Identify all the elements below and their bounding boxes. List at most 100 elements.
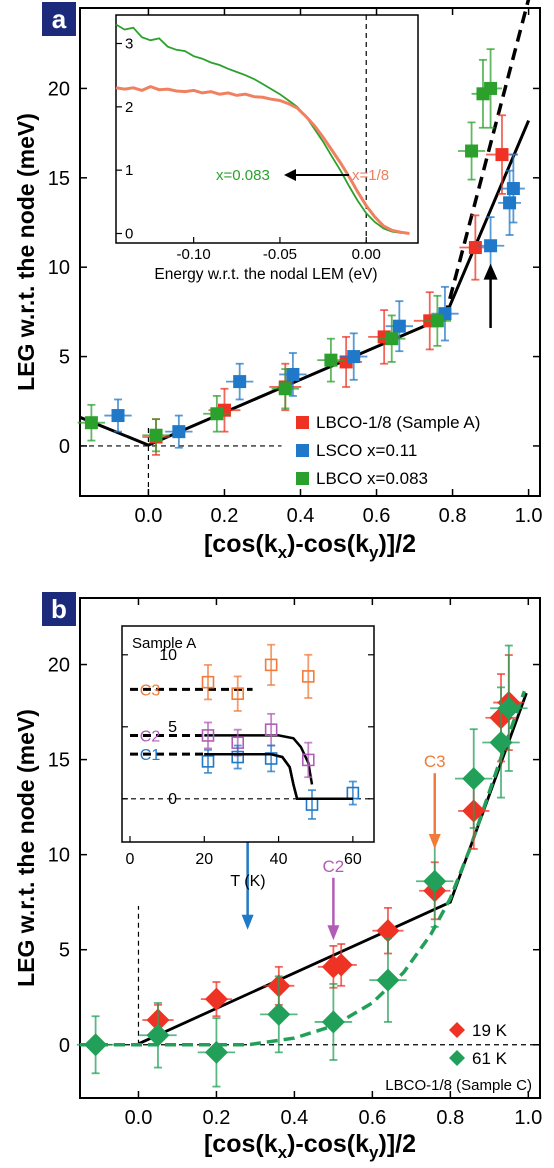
panel-b-legend-label: 19 K <box>472 1021 508 1040</box>
panel-b-series-1-point <box>197 1017 236 1088</box>
panel-a-series-1-marker <box>111 409 125 423</box>
panel-b-series-1-marker <box>146 1023 170 1047</box>
panel-b-inset-series-0-point <box>301 653 315 699</box>
panel-a-ytick-label: 20 <box>48 78 70 100</box>
panel-a-arrow-head <box>483 263 498 280</box>
panel-a-inset-frame <box>115 14 419 244</box>
panel-b-inset-series-0 <box>201 643 315 712</box>
panel-b-series-1-point <box>490 644 528 772</box>
panel-b-ytick-label: 10 <box>48 845 70 867</box>
panel-b-inset-series-1-marker <box>264 723 278 736</box>
panel-b-legend-label: 61 K <box>472 1049 508 1068</box>
panel-b-inset-title: Sample A <box>132 635 196 652</box>
panel-b-inset-series-0-point <box>264 643 278 686</box>
panel-a-inset-curves <box>115 15 410 243</box>
panel-a-label-box <box>42 2 76 36</box>
panel-b-label-box <box>42 592 76 626</box>
panel-b-inset-series-2-marker <box>231 750 245 764</box>
panel-a-series-1-point <box>501 153 525 224</box>
panel-b-series-0-point <box>325 943 357 987</box>
panel-b-inset-xtick-label: 60 <box>344 851 362 868</box>
panel-b-marker-label-c3: C3 <box>424 752 446 771</box>
panel-a-series-2-point <box>457 121 486 181</box>
panel-a-xtick-label: 0.6 <box>363 505 391 527</box>
panel-a-xtick-label: 0.8 <box>439 505 467 527</box>
panel-a-inset-ticks: -0.10 -0.05 0.00 0 1 2 3 <box>116 36 381 263</box>
panel-b-inset-series-1-point <box>201 721 215 750</box>
panel-a-inset-xtick-label: -0.10 <box>177 246 211 263</box>
panel-b-series-0-marker <box>204 987 228 1011</box>
panel-a-series-1-point <box>104 398 132 433</box>
panel-a-series-1-marker <box>484 239 498 253</box>
panel-a-series-1-marker <box>347 350 361 364</box>
panel-a-inset-ytick-label: 0 <box>125 226 133 243</box>
panel-b-series-1-point <box>416 834 454 928</box>
panel-b-marker-arrow-head <box>241 914 254 930</box>
panel-a-series-1-marker <box>233 375 247 389</box>
panel-a-series-1-marker <box>506 182 520 196</box>
panel-b-ylabel: LEG w.r.t. the node (meV) <box>13 709 39 987</box>
panel-b-inset-label-c2: C2 <box>140 728 161 745</box>
panel-b-inset-series-0-marker <box>231 687 245 700</box>
panel-a-series-2-point <box>479 48 502 129</box>
panel-b-inset-series-2-point <box>231 744 245 770</box>
panel-a-series-2-point <box>271 368 299 410</box>
panel-b-series-1-point <box>139 1002 177 1069</box>
panel-b-marker-label-c2: C2 <box>323 857 345 876</box>
panel-b-inset-series-0-point <box>231 675 245 712</box>
panel-a-series-2-marker <box>484 81 498 95</box>
panel-a-series-1-point <box>165 414 193 449</box>
panel-b-inset-label-c3: C3 <box>140 682 161 699</box>
panel-a-series-1-marker <box>172 425 186 439</box>
panel-b-inset-xtick-label: 20 <box>195 851 213 868</box>
panel-b-series-1-marker <box>423 869 447 893</box>
panel-b-ticks: 0.0 0.2 0.4 0.6 0.8 1.0 0 5 10 15 20 <box>48 598 542 1129</box>
panel-a-series-1-marker <box>392 319 406 333</box>
panel-b-legend: 19 K 61 K <box>449 1021 508 1068</box>
panel-b-series-1 <box>76 644 528 1088</box>
panel-b-series-1-marker <box>267 1002 291 1026</box>
panel-a-series-2-marker <box>324 353 338 367</box>
panel-a-inset-xtick-label: 0.00 <box>352 246 381 263</box>
panel-a-series-2 <box>77 48 502 453</box>
panel-b-footer-label: LBCO-1/8 (Sample C) <box>385 1077 532 1094</box>
panel-a-inset: -0.10 -0.05 0.00 0 1 2 3 Energy w.r.t. the nod… <box>115 14 419 283</box>
panel-b-xtick-label: 0.2 <box>203 1107 231 1129</box>
panel-a-legend-marker <box>296 472 309 485</box>
panel-a-inset-arrow-head <box>284 169 296 181</box>
panel-b-label: b <box>51 594 67 624</box>
panel-b-xtick-label: 0.6 <box>358 1107 386 1129</box>
panel-a-series-2-point <box>142 418 170 453</box>
panel-b-inset-label-c1: C1 <box>140 747 161 764</box>
panel-b-series-1-point <box>260 975 298 1054</box>
panel-b-fit-dashed <box>80 690 527 1047</box>
panel-a-ytick-label: 0 <box>59 436 70 458</box>
panel-b-series-0-point <box>200 981 233 1018</box>
panel-b-inset-series-2-marker <box>201 755 215 768</box>
panel-a-inset-ytick-label: 1 <box>125 162 133 179</box>
panel-a-zero-lines <box>80 424 282 496</box>
panel-a-arrow <box>483 263 498 328</box>
panel-b-inset-series-2 <box>201 744 360 820</box>
panel-a-xtick-label: 0.0 <box>135 505 163 527</box>
panel-b-inset-series-0-point <box>201 663 215 701</box>
panel-a-series-2-point <box>77 403 106 442</box>
panel-a-series-2-point <box>317 337 345 383</box>
panel-a-legend-label: LSCO x=0.11 <box>316 441 417 460</box>
panel-b-marker-arrow-head <box>428 833 441 849</box>
panel-b-inset-xtick-label: 40 <box>270 851 288 868</box>
panel-a-frame <box>79 7 541 497</box>
panel-a-xtick-label: 0.2 <box>211 505 239 527</box>
panel-a-label: a <box>52 4 67 34</box>
panel-a-xlabel: [cos(kx)-cos(ky)]/2 <box>204 530 416 562</box>
panel-b-series-1-marker <box>376 968 400 992</box>
panel-b-series-0-marker <box>329 953 353 977</box>
panel-b-series-1-marker <box>489 730 513 755</box>
panel-a-inset-xtick-label: -0.05 <box>263 246 297 263</box>
panel-a-inset-ytick-label: 3 <box>125 36 133 53</box>
panel-b-marker-arrow-head <box>327 925 340 941</box>
panel-a-fit-dashed <box>443 0 531 318</box>
panel-a-series-1-point <box>340 332 368 381</box>
panel-b-inset-ytick-label: 0 <box>168 791 177 808</box>
